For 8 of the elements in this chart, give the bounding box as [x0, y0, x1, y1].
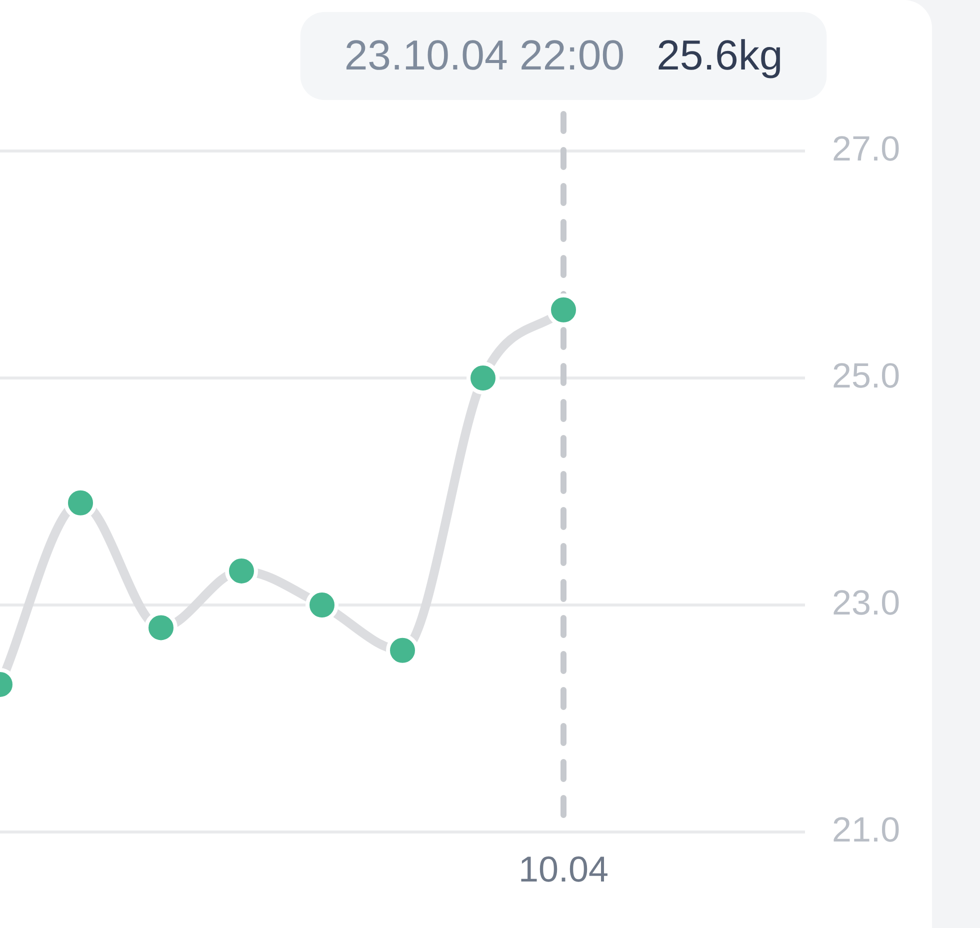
text: 23.10.04 22:00: [344, 32, 625, 79]
y-tick-label: 23.0: [832, 584, 900, 623]
x-tick-label: 10.04: [518, 848, 609, 890]
y-tick-label: 25.0: [832, 356, 900, 396]
text: 25.6kg: [656, 32, 783, 79]
y-tick-label: 27.0: [832, 130, 900, 169]
point: [466, 362, 500, 394]
y-tick-label: 21.0: [832, 810, 900, 850]
